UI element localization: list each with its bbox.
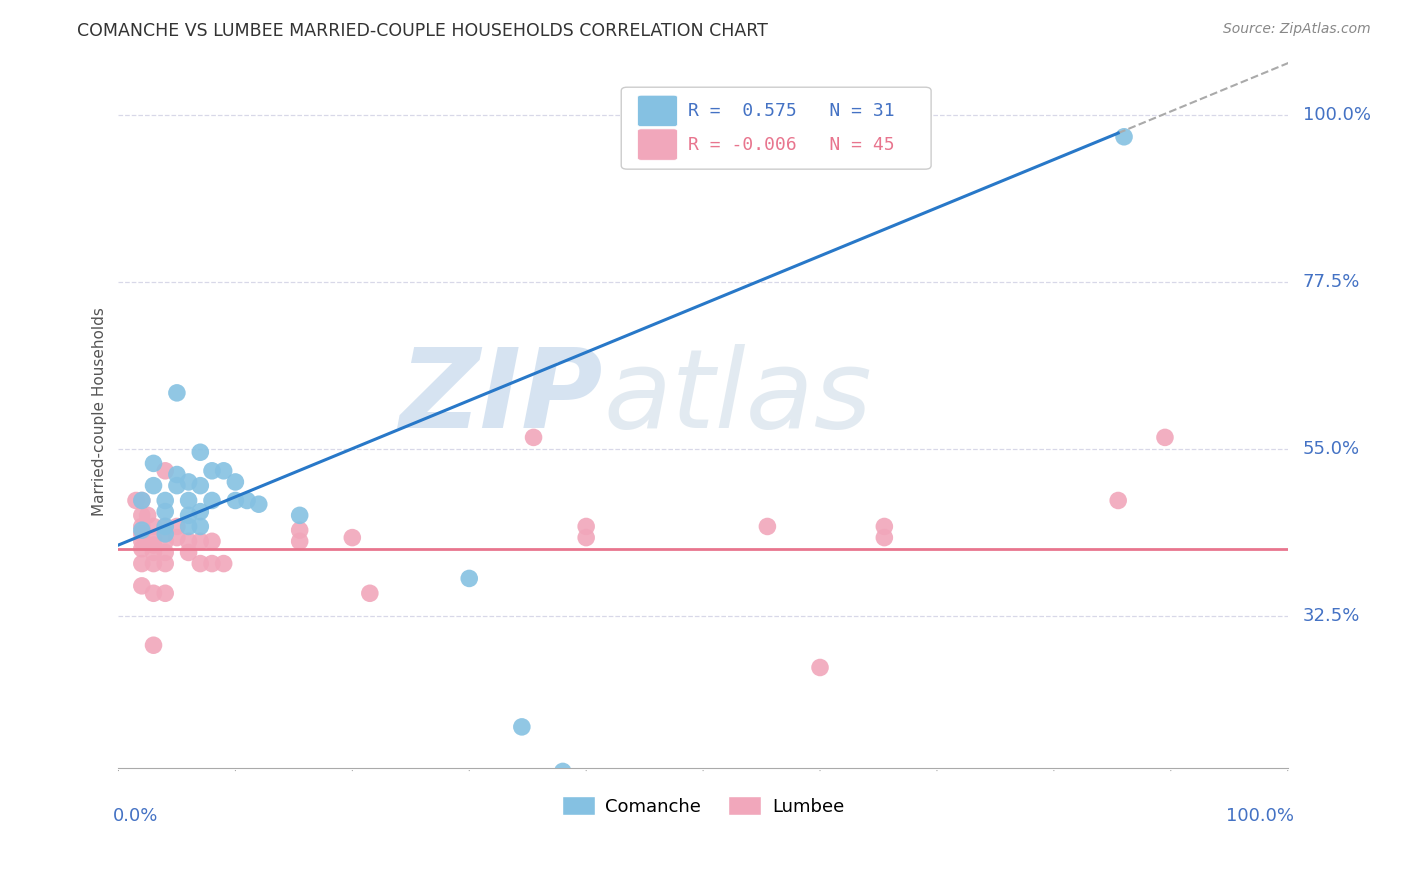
- Point: [288, 523, 311, 537]
- Point: [166, 467, 188, 482]
- FancyBboxPatch shape: [637, 95, 678, 127]
- Point: [166, 385, 188, 400]
- Text: 100.0%: 100.0%: [1303, 105, 1371, 123]
- Point: [188, 557, 211, 571]
- Point: [224, 475, 246, 489]
- Point: [131, 579, 153, 593]
- FancyBboxPatch shape: [621, 87, 931, 169]
- Text: 32.5%: 32.5%: [1303, 607, 1361, 624]
- Point: [1107, 493, 1129, 508]
- Point: [131, 534, 153, 549]
- Point: [177, 508, 200, 523]
- Point: [166, 478, 188, 492]
- Point: [131, 523, 153, 537]
- Point: [155, 586, 177, 600]
- Point: [212, 557, 235, 571]
- Point: [201, 557, 224, 571]
- Point: [125, 493, 148, 508]
- Point: [288, 508, 311, 523]
- Point: [131, 541, 153, 556]
- Point: [224, 493, 246, 508]
- Point: [177, 493, 200, 508]
- Point: [212, 464, 235, 478]
- Point: [131, 493, 153, 508]
- Point: [177, 519, 200, 533]
- Point: [131, 557, 153, 571]
- Point: [188, 478, 211, 492]
- Text: 100.0%: 100.0%: [1226, 807, 1294, 825]
- Point: [155, 519, 177, 533]
- Point: [166, 531, 188, 545]
- Point: [359, 586, 381, 600]
- Point: [756, 519, 779, 533]
- Point: [236, 493, 259, 508]
- Point: [873, 519, 896, 533]
- Legend: Comanche, Lumbee: Comanche, Lumbee: [555, 789, 851, 822]
- Point: [808, 660, 831, 674]
- Point: [155, 493, 177, 508]
- Point: [188, 445, 211, 459]
- Point: [551, 764, 574, 779]
- Point: [873, 531, 896, 545]
- Point: [575, 519, 598, 533]
- Point: [201, 464, 224, 478]
- Point: [201, 534, 224, 549]
- Text: COMANCHE VS LUMBEE MARRIED-COUPLE HOUSEHOLDS CORRELATION CHART: COMANCHE VS LUMBEE MARRIED-COUPLE HOUSEH…: [77, 22, 768, 40]
- Point: [142, 586, 165, 600]
- Point: [131, 508, 153, 523]
- Point: [155, 527, 177, 541]
- Text: atlas: atlas: [603, 343, 872, 450]
- Point: [575, 531, 598, 545]
- Point: [142, 557, 165, 571]
- Point: [342, 531, 364, 545]
- Point: [188, 505, 211, 519]
- Point: [155, 534, 177, 549]
- Point: [155, 545, 177, 559]
- Point: [510, 720, 533, 734]
- Point: [142, 538, 165, 552]
- Point: [522, 430, 544, 444]
- Point: [142, 519, 165, 533]
- Point: [247, 497, 270, 511]
- Point: [458, 571, 481, 585]
- Point: [1154, 430, 1177, 444]
- Point: [155, 505, 177, 519]
- Text: Source: ZipAtlas.com: Source: ZipAtlas.com: [1223, 22, 1371, 37]
- Point: [155, 519, 177, 533]
- Point: [177, 534, 200, 549]
- Point: [142, 545, 165, 559]
- Point: [142, 531, 165, 545]
- Point: [177, 545, 200, 559]
- Point: [188, 519, 211, 533]
- Point: [166, 519, 188, 533]
- FancyBboxPatch shape: [637, 128, 678, 161]
- Text: 0.0%: 0.0%: [112, 807, 157, 825]
- Point: [1112, 129, 1135, 144]
- Text: R = -0.006   N = 45: R = -0.006 N = 45: [688, 136, 894, 153]
- Point: [288, 534, 311, 549]
- Text: ZIP: ZIP: [401, 343, 603, 450]
- Point: [201, 493, 224, 508]
- Point: [131, 527, 153, 541]
- Point: [136, 508, 159, 523]
- Point: [177, 475, 200, 489]
- Point: [155, 557, 177, 571]
- Point: [188, 534, 211, 549]
- Text: 77.5%: 77.5%: [1303, 273, 1361, 291]
- Point: [131, 519, 153, 533]
- Text: 55.0%: 55.0%: [1303, 440, 1360, 458]
- Text: R =  0.575   N = 31: R = 0.575 N = 31: [688, 102, 894, 120]
- Point: [142, 456, 165, 470]
- Point: [142, 478, 165, 492]
- Point: [155, 464, 177, 478]
- Point: [142, 638, 165, 652]
- Y-axis label: Married-couple Households: Married-couple Households: [93, 307, 107, 516]
- Point: [131, 493, 153, 508]
